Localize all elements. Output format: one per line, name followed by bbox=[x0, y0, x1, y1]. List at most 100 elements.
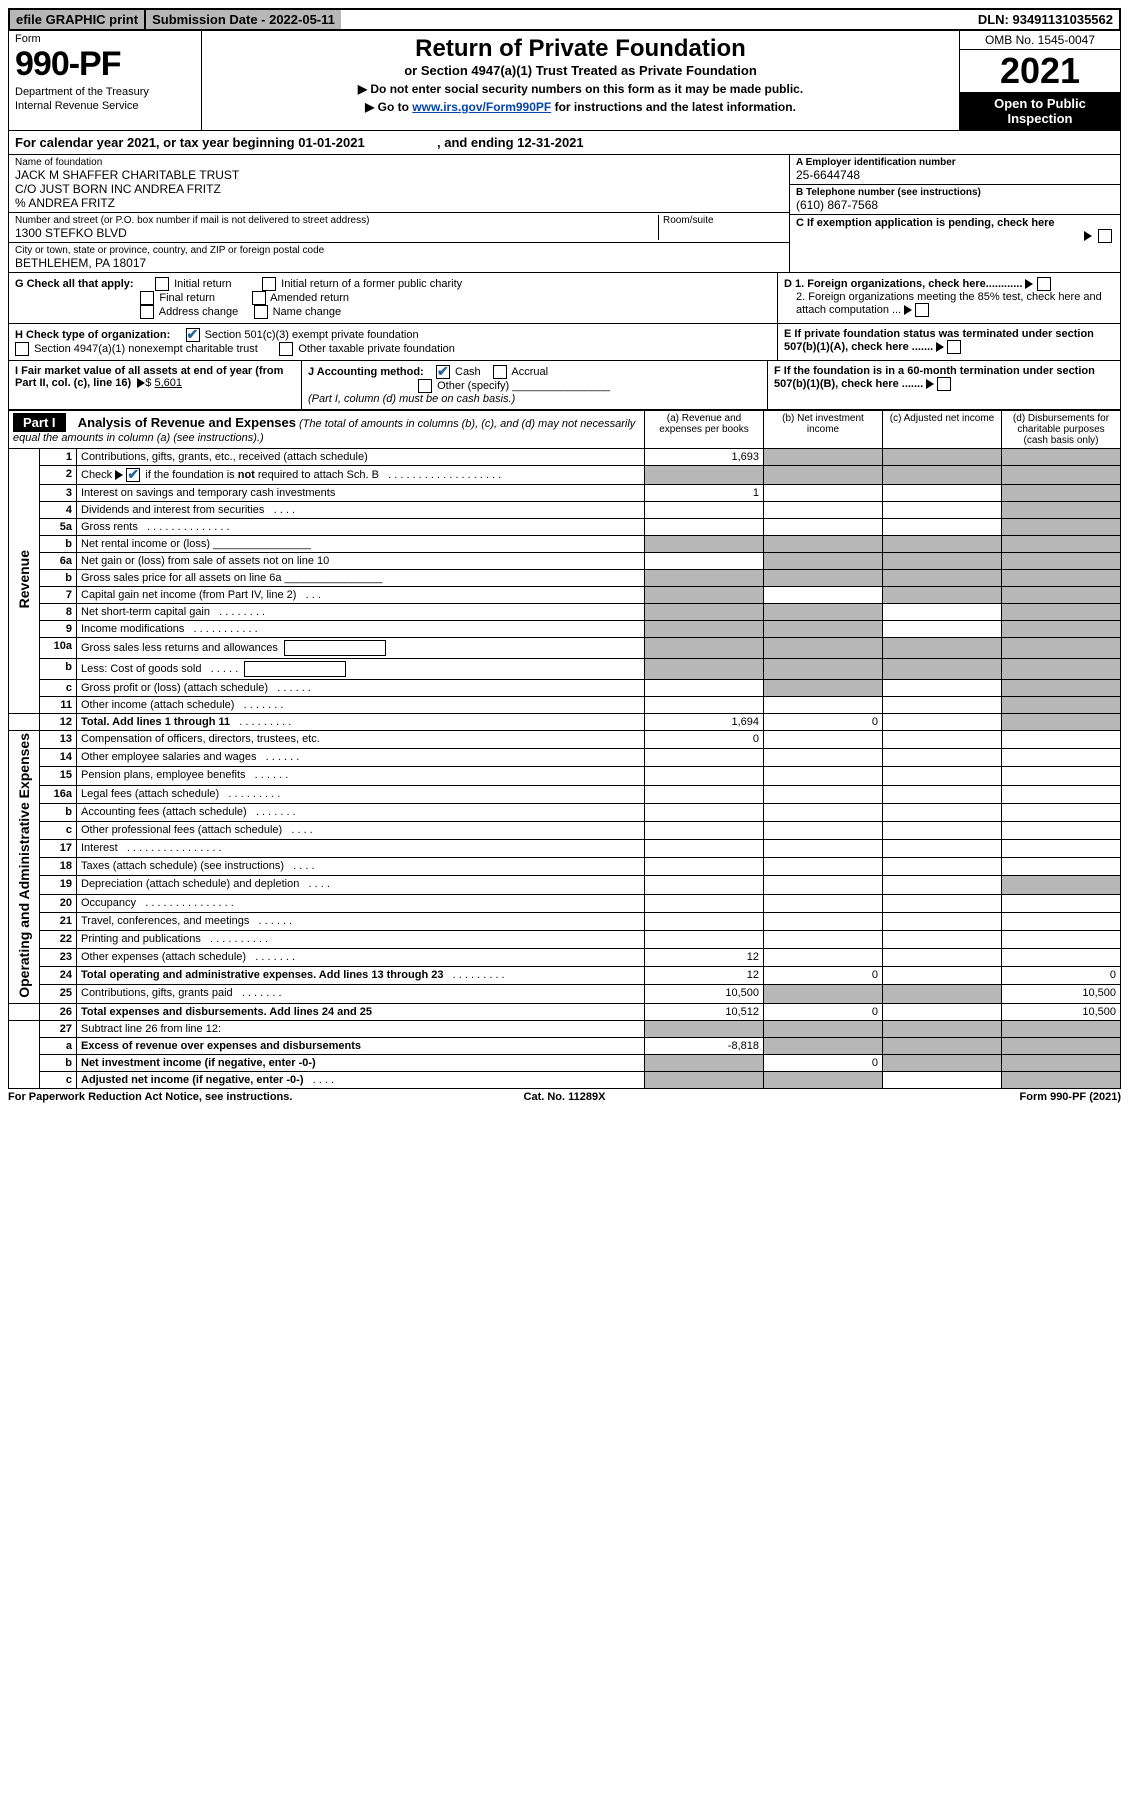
dept-label: Department of the Treasury bbox=[15, 86, 195, 98]
line-num: 17 bbox=[40, 840, 77, 858]
arrow-icon bbox=[1084, 231, 1092, 241]
line-amt-a: -8,818 bbox=[645, 1037, 764, 1054]
line-num: 7 bbox=[40, 587, 77, 604]
line-num: 18 bbox=[40, 858, 77, 876]
initial-former-checkbox[interactable] bbox=[262, 277, 276, 291]
line-desc: Printing and publications . . . . . . . … bbox=[77, 930, 645, 948]
line-num: b bbox=[40, 570, 77, 587]
line-amt-b: 0 bbox=[764, 967, 883, 985]
dln-label: DLN: 93491131035562 bbox=[972, 10, 1119, 29]
expenses-sidebar: Operating and Administrative Expenses bbox=[16, 733, 32, 998]
accrual-checkbox[interactable] bbox=[493, 365, 507, 379]
section-h-row: H Check type of organization: Section 50… bbox=[8, 324, 1121, 361]
line-amt-a: 10,500 bbox=[645, 985, 764, 1003]
table-row: 5a Gross rents . . . . . . . . . . . . .… bbox=[9, 519, 1121, 536]
amended-return-checkbox[interactable] bbox=[252, 291, 266, 305]
footer-right: Form 990-PF (2021) bbox=[750, 1091, 1121, 1103]
irs-link[interactable]: www.irs.gov/Form990PF bbox=[412, 100, 551, 114]
initial-return-checkbox[interactable] bbox=[155, 277, 169, 291]
line-desc: Accounting fees (attach schedule) . . . … bbox=[77, 803, 645, 821]
final-return-checkbox[interactable] bbox=[140, 291, 154, 305]
cal-b: , and ending 12-31-2021 bbox=[437, 135, 584, 150]
d2-checkbox[interactable] bbox=[915, 303, 929, 317]
line-num: 5a bbox=[40, 519, 77, 536]
table-row: 10a Gross sales less returns and allowan… bbox=[9, 638, 1121, 659]
f-checkbox[interactable] bbox=[937, 377, 951, 391]
other-specify-checkbox[interactable] bbox=[418, 379, 432, 393]
foundation-name-3: % ANDREA FRITZ bbox=[15, 196, 783, 210]
irs-label: Internal Revenue Service bbox=[15, 100, 195, 112]
501c3-checkbox[interactable] bbox=[186, 328, 200, 342]
directive-2-post: for instructions and the latest informat… bbox=[555, 100, 796, 114]
table-row: Operating and Administrative Expenses 13… bbox=[9, 731, 1121, 749]
line-amt-d: 10,500 bbox=[1002, 985, 1121, 1003]
line-amt-b bbox=[764, 449, 883, 466]
section-c-checkbox[interactable] bbox=[1098, 229, 1112, 243]
part1-table: Part I Analysis of Revenue and Expenses … bbox=[8, 410, 1121, 1089]
name-change-checkbox[interactable] bbox=[254, 305, 268, 319]
line-num: 24 bbox=[40, 967, 77, 985]
section-h-label: H Check type of organization: bbox=[15, 329, 170, 341]
line-num: a bbox=[40, 1037, 77, 1054]
addr-change-label: Address change bbox=[159, 306, 239, 318]
line-amt-a: 1 bbox=[645, 485, 764, 502]
page-footer: For Paperwork Reduction Act Notice, see … bbox=[8, 1091, 1121, 1103]
arrow-icon bbox=[115, 470, 123, 480]
table-row: 18 Taxes (attach schedule) (see instruct… bbox=[9, 858, 1121, 876]
line-desc: Capital gain net income (from Part IV, l… bbox=[77, 587, 645, 604]
addr-change-checkbox[interactable] bbox=[140, 305, 154, 319]
cash-checkbox[interactable] bbox=[436, 365, 450, 379]
open-inspection: Open to Public Inspection bbox=[960, 92, 1120, 130]
identity-block: Name of foundation JACK M SHAFFER CHARIT… bbox=[8, 155, 1121, 273]
line-desc: Less: Cost of goods sold . . . . . bbox=[77, 659, 645, 680]
other-taxable-checkbox[interactable] bbox=[279, 342, 293, 356]
line-num: 15 bbox=[40, 767, 77, 785]
table-row: 4 Dividends and interest from securities… bbox=[9, 502, 1121, 519]
line-num: 9 bbox=[40, 621, 77, 638]
arrow-icon bbox=[936, 342, 944, 352]
line-amt-a: 12 bbox=[645, 967, 764, 985]
table-row: 11 Other income (attach schedule) . . . … bbox=[9, 697, 1121, 714]
part1-badge: Part I bbox=[13, 413, 66, 432]
table-row: 25 Contributions, gifts, grants paid . .… bbox=[9, 985, 1121, 1003]
sch-b-checkbox[interactable] bbox=[126, 468, 140, 482]
line-num: 22 bbox=[40, 930, 77, 948]
other-specify-label: Other (specify) bbox=[437, 380, 509, 392]
name-change-label: Name change bbox=[273, 306, 342, 318]
directive-2-pre: ▶ Go to bbox=[365, 100, 412, 114]
ein-label: A Employer identification number bbox=[796, 157, 1114, 168]
line-num: 21 bbox=[40, 912, 77, 930]
other-taxable-label: Other taxable private foundation bbox=[298, 343, 455, 355]
line-num: b bbox=[40, 803, 77, 821]
line-num: 16a bbox=[40, 785, 77, 803]
table-row: 23 Other expenses (attach schedule) . . … bbox=[9, 949, 1121, 967]
line-amt-a: 1,694 bbox=[645, 714, 764, 731]
col-d-header: (d) Disbursements for charitable purpose… bbox=[1002, 411, 1121, 449]
addr-label: Number and street (or P.O. box number if… bbox=[15, 215, 658, 226]
line-amt-d: 10,500 bbox=[1002, 1003, 1121, 1020]
line-num: b bbox=[40, 659, 77, 680]
e-checkbox[interactable] bbox=[947, 340, 961, 354]
efile-button[interactable]: efile GRAPHIC print bbox=[10, 10, 146, 29]
street-address: 1300 STEFKO BLVD bbox=[15, 226, 658, 240]
table-row: c Other professional fees (attach schedu… bbox=[9, 821, 1121, 839]
table-row: 9 Income modifications . . . . . . . . .… bbox=[9, 621, 1121, 638]
line-desc: Depreciation (attach schedule) and deple… bbox=[77, 876, 645, 894]
omb-number: OMB No. 1545-0047 bbox=[960, 31, 1120, 50]
arrow-icon bbox=[926, 379, 934, 389]
d1-checkbox[interactable] bbox=[1037, 277, 1051, 291]
table-row: 14 Other employee salaries and wages . .… bbox=[9, 749, 1121, 767]
city-label: City or town, state or province, country… bbox=[15, 245, 783, 256]
col-c-header: (c) Adjusted net income bbox=[883, 411, 1002, 449]
line-num: 12 bbox=[40, 714, 77, 731]
line-num: b bbox=[40, 1054, 77, 1071]
form-number: 990-PF bbox=[15, 45, 195, 84]
initial-former-label: Initial return of a former public charit… bbox=[281, 278, 462, 290]
section-j-note: (Part I, column (d) must be on cash basi… bbox=[308, 393, 515, 405]
line-desc: Travel, conferences, and meetings . . . … bbox=[77, 912, 645, 930]
section-d2-label: 2. Foreign organizations meeting the 85%… bbox=[796, 291, 1102, 316]
line-desc: Dividends and interest from securities .… bbox=[77, 502, 645, 519]
line-num: 20 bbox=[40, 894, 77, 912]
4947-checkbox[interactable] bbox=[15, 342, 29, 356]
section-ij-row: I Fair market value of all assets at end… bbox=[8, 361, 1121, 410]
